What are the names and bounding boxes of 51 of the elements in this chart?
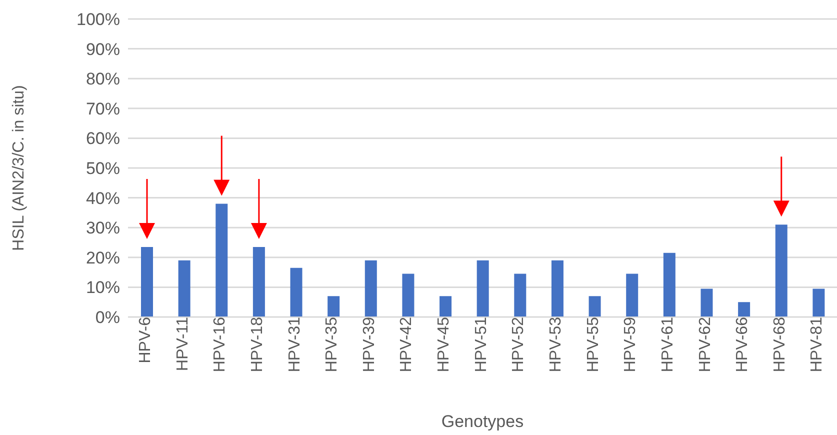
x-tick-label: HPV-53: [547, 316, 564, 372]
y-tick-label: 0%: [95, 308, 120, 328]
x-tick-label: HPV-18: [248, 316, 266, 372]
y-tick-label: 30%: [86, 218, 120, 238]
bar: [440, 296, 452, 317]
x-tick-label: HPV-16: [212, 316, 229, 372]
bar: [588, 296, 601, 317]
bar: [812, 288, 825, 317]
y-tick-label: 10%: [86, 278, 120, 298]
bar: [738, 302, 750, 317]
x-tick-label: HPV-52: [510, 316, 528, 372]
y-tick-label: 100%: [76, 10, 120, 30]
y-tick-label: 60%: [86, 129, 120, 148]
x-tick-label: HPV-61: [659, 316, 676, 372]
y-tick-label: 70%: [86, 99, 120, 118]
y-tick-label: 40%: [86, 188, 120, 208]
bar: [514, 274, 526, 317]
x-tick-label: HPV-55: [584, 316, 602, 372]
bar: [700, 288, 713, 317]
bar: [663, 252, 676, 317]
bar: [775, 224, 788, 317]
bar: [402, 274, 414, 317]
y-tick-label: 80%: [86, 70, 120, 89]
y-tick-label: 20%: [86, 248, 120, 268]
x-axis-title: Genotypes: [441, 412, 524, 431]
x-tick-label: HPV-81: [808, 316, 826, 372]
y-axis-title: HSIL (AIN2/3/C. in situ): [10, 85, 28, 251]
x-tick-label: HPV-51: [472, 316, 490, 372]
bar: [252, 246, 265, 317]
bar: [551, 260, 564, 317]
x-tick-label: HPV-66: [734, 316, 752, 372]
x-tick-label: HPV-42: [398, 316, 416, 372]
y-tick-label: 50%: [86, 159, 120, 178]
bar: [141, 246, 153, 317]
bar: [626, 274, 638, 317]
bar: [178, 260, 190, 317]
x-tick-label: HPV-68: [771, 316, 788, 372]
bar: [328, 296, 340, 317]
x-tick-label: HPV-62: [696, 316, 714, 372]
x-tick-label: HPV-31: [286, 316, 304, 372]
x-tick-label: HPV-45: [436, 316, 453, 372]
x-tick-label: HPV-39: [360, 316, 378, 372]
bar: [290, 268, 302, 317]
x-tick-label: HPV-6: [137, 316, 154, 364]
x-tick-label: HPV-11: [174, 316, 192, 371]
bar: [216, 204, 228, 317]
y-tick-label: 90%: [86, 40, 120, 59]
x-tick-label: HPV-59: [622, 316, 640, 372]
bar: [476, 260, 489, 317]
bar: [364, 260, 377, 317]
x-tick-label: HPV-35: [324, 316, 341, 372]
